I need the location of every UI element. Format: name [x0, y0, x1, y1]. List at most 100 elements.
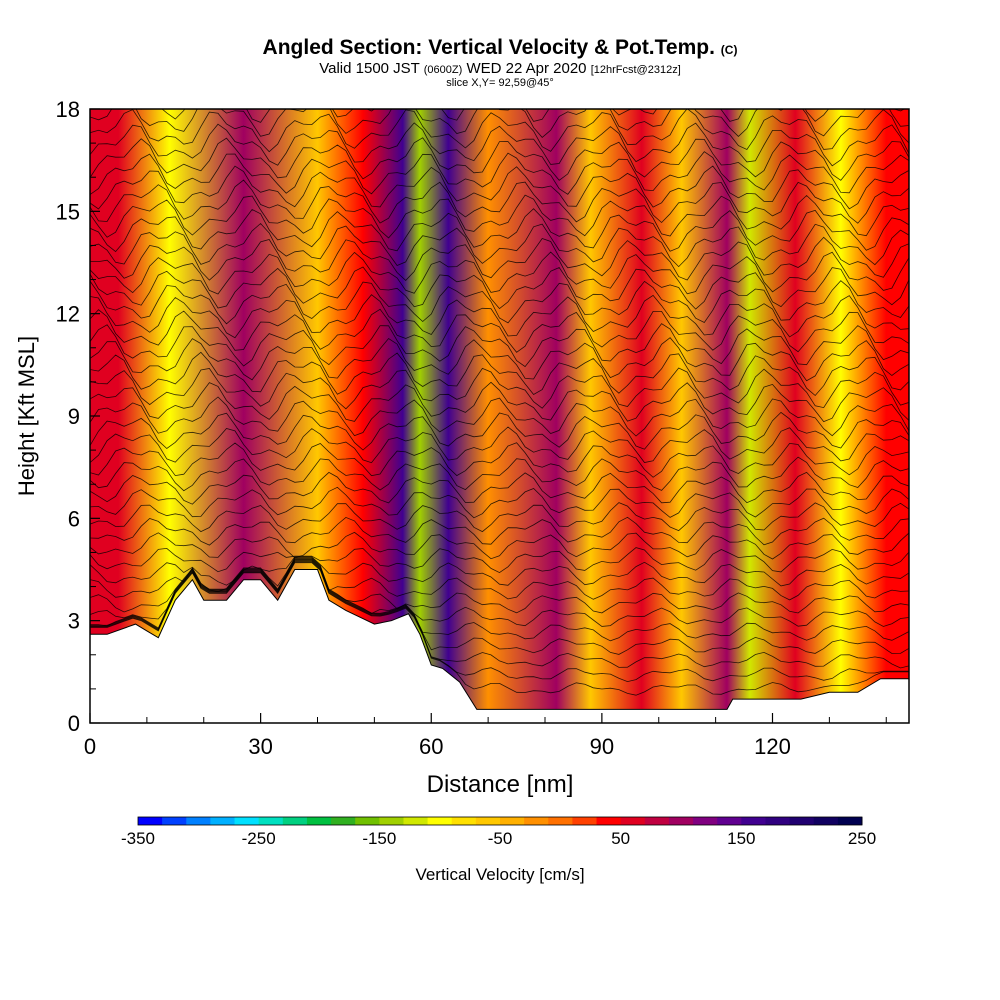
isentrope-30 — [90, 236, 909, 281]
colorbar-swatch-3 — [210, 817, 236, 825]
colorbar-swatch-10 — [379, 817, 404, 825]
isentrope-35 — [90, 165, 909, 210]
isentrope-6 — [90, 558, 909, 614]
valid-zulu: (0600Z) — [423, 64, 463, 76]
colorbar-frame — [137, 816, 863, 826]
colorbar-swatch-18 — [572, 817, 598, 825]
isentrope-36 — [90, 151, 909, 195]
y-tick-label-9: 9 — [68, 404, 80, 429]
isentrope-37 — [90, 137, 909, 181]
x-tick-label-0: 0 — [84, 734, 96, 759]
isentrope-26 — [90, 294, 909, 339]
isentrope-9 — [90, 547, 909, 574]
x-tick-label-90: 90 — [590, 734, 614, 759]
colorbar-swatch-9 — [355, 817, 380, 825]
plot-area — [90, 92, 909, 723]
colorbar-swatch-29 — [837, 817, 863, 825]
colorbar-swatch-21 — [644, 817, 670, 825]
colorbar-swatch-2 — [186, 817, 211, 825]
isentrope-18 — [90, 411, 909, 451]
colorbar-swatch-4 — [234, 817, 260, 825]
y-axis-label: Height [Kft MSL] — [14, 336, 39, 496]
isentrope-17 — [90, 426, 909, 464]
colorbar-tick-4: 50 — [611, 829, 630, 848]
isentrope-29 — [90, 251, 909, 295]
y-tick-label-3: 3 — [68, 609, 80, 634]
isentrope-11 — [90, 516, 909, 546]
isentrope-3 — [90, 560, 909, 655]
isentrope-43 — [90, 92, 909, 95]
chart-subtitle: Valid 1500 JST (0600Z) WED 22 Apr 2020 [… — [319, 60, 681, 77]
x-axis-label: Distance [nm] — [427, 771, 574, 798]
colorbar-swatch-6 — [282, 817, 308, 825]
colorbar-swatch-26 — [765, 817, 791, 825]
colorbar: -350 -250 -150 -50 50 150 250 — [121, 816, 876, 848]
colorbar-swatch-23 — [693, 817, 718, 825]
isentrope-22 — [90, 351, 909, 397]
x-tick-label-30: 30 — [248, 734, 272, 759]
colorbar-swatch-20 — [620, 817, 646, 825]
isentrope-25 — [90, 308, 909, 353]
y-tick-label-12: 12 — [56, 302, 80, 327]
colorbar-swatch-12 — [427, 817, 453, 825]
colorbar-swatch-19 — [596, 817, 622, 825]
y-tick-label-0: 0 — [68, 711, 80, 736]
title-unit: (C) — [720, 43, 738, 57]
isentrope-39 — [90, 109, 909, 153]
colorbar-swatch-24 — [717, 817, 742, 825]
colorbar-swatch-17 — [548, 817, 573, 825]
isentrope-34 — [90, 179, 909, 224]
isentrope-38 — [90, 122, 909, 167]
colorbar-tick-2: -150 — [362, 829, 396, 848]
isentrope-19 — [90, 396, 909, 437]
colorbar-swatch-11 — [403, 817, 429, 825]
colorbar-tick-5: 150 — [727, 829, 755, 848]
isentrope-1 — [90, 561, 909, 683]
x-axis: 0 30 60 90 120 — [84, 713, 887, 759]
isentrope-27 — [90, 280, 909, 325]
isentrope-23 — [90, 337, 909, 382]
isentrope-31 — [90, 222, 909, 268]
colorbar-swatch-27 — [789, 817, 815, 825]
chart-title: Angled Section: Vertical Velocity & Pot.… — [262, 36, 738, 59]
colorbar-swatch-28 — [813, 817, 839, 825]
isentrope-12 — [90, 502, 909, 533]
isentrope-0 — [90, 562, 909, 696]
isentrope-14 — [90, 471, 909, 505]
colorbar-swatch-22 — [668, 817, 694, 825]
terrain — [90, 569, 909, 723]
colorbar-swatch-5 — [258, 817, 284, 825]
isentrope-20 — [90, 381, 909, 423]
isentrope-13 — [90, 486, 909, 519]
isentrope-32 — [90, 208, 909, 253]
colorbar-swatch-15 — [500, 817, 525, 825]
y-tick-label-15: 15 — [56, 199, 80, 224]
valid-date: WED 22 Apr 2020 — [466, 60, 587, 77]
potential-temperature-contours — [90, 92, 909, 696]
colorbar-swatch-8 — [331, 817, 356, 825]
colorbar-tick-3: -50 — [488, 829, 513, 848]
colorbar-swatch-0 — [138, 817, 163, 825]
isentrope-28 — [90, 266, 909, 310]
isentrope-21 — [90, 367, 909, 410]
y-axis: 0 3 6 9 12 15 18 — [56, 97, 100, 736]
colorbar-swatch-13 — [451, 817, 477, 825]
colorbar-tick-6: 250 — [848, 829, 876, 848]
isentrope-33 — [90, 194, 909, 239]
isentrope-2 — [90, 560, 909, 669]
x-tick-label-120: 120 — [754, 734, 791, 759]
colorbar-swatch-14 — [475, 817, 501, 825]
colorbar-swatch-7 — [306, 817, 332, 825]
y-tick-label-6: 6 — [68, 506, 80, 531]
colorbar-label: Vertical Velocity [cm/s] — [415, 865, 584, 884]
isentrope-5 — [90, 558, 909, 627]
forecast-info: [12hrFcst@2312z] — [590, 64, 681, 76]
isentrope-15 — [90, 456, 909, 492]
y-tick-label-18: 18 — [56, 97, 80, 122]
isentrope-4 — [90, 559, 909, 642]
isentrope-24 — [90, 323, 909, 368]
slice-info: slice X,Y= 92,59@45° — [446, 77, 554, 89]
colorbar-tick-0: -350 — [121, 829, 155, 848]
